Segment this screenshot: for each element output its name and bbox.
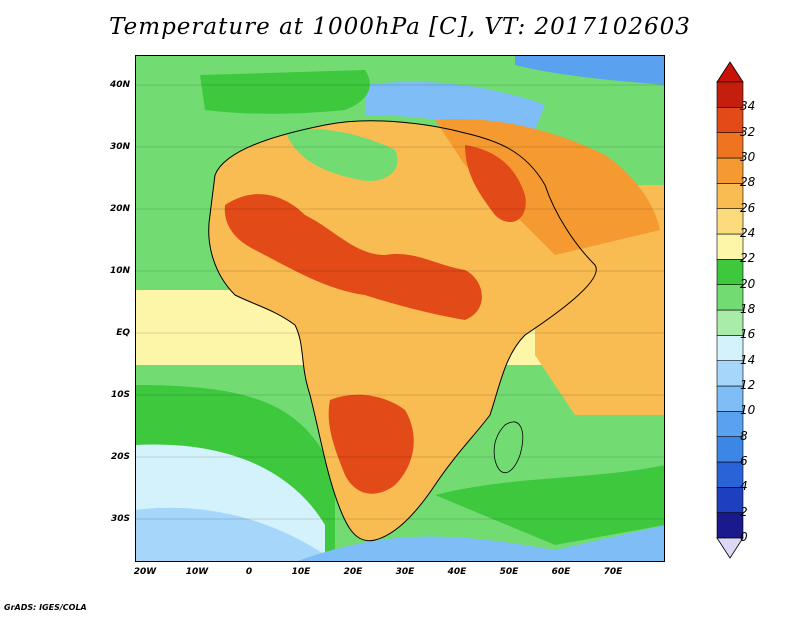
colorbar-level-label: 16 [740, 327, 756, 342]
colorbar-level-label: 18 [740, 302, 756, 316]
north-cold-blue [515, 55, 665, 85]
lon-label-70e: 70E [603, 567, 623, 577]
lon-label-30e: 30E [395, 567, 415, 577]
south-atlantic-blue [135, 507, 335, 562]
lat-label-20n: 20N [109, 204, 130, 214]
arabia-land [435, 119, 660, 255]
colorbar-level-label: 34 [740, 99, 756, 114]
colorbar-level-label: 28 [740, 175, 756, 190]
sahel-hot [224, 194, 482, 320]
lon-label-50e: 50E [499, 567, 519, 577]
colorbar-segment [716, 461, 744, 488]
lon-label-40e: 40E [447, 567, 467, 577]
colorbar-segment [716, 81, 744, 108]
lon-label-20w: 20W [133, 567, 157, 577]
mediterranean-blue [365, 81, 545, 130]
southern-ocean-blue [295, 525, 665, 562]
colorbar-level-label: 2 [740, 504, 748, 519]
colorbar-segment [716, 436, 744, 463]
lat-label-30n: 30N [109, 142, 130, 152]
coastline [208, 120, 597, 542]
colorbar-level-label: 12 [740, 378, 756, 392]
lat-label-30s: 30S [110, 514, 130, 524]
arabia-hot [465, 145, 526, 223]
graticule [135, 84, 665, 520]
indian-south-green [435, 465, 665, 545]
colorbar-level-label: 6 [740, 454, 748, 468]
colorbar-level-label: 24 [740, 226, 756, 240]
lat-label-40n: 40N [109, 80, 130, 90]
colorbar-segment [716, 487, 744, 513]
colorbar-segment [716, 157, 744, 184]
colorbar-segment [716, 208, 744, 235]
colorbar-level-label: 8 [740, 428, 748, 443]
colorbar-level-label: 30 [740, 150, 756, 164]
colorbar-segment [716, 309, 744, 336]
colorbar-level-label: 32 [740, 124, 756, 139]
colorbar-over-triangle [716, 61, 744, 83]
colorbar [716, 61, 744, 559]
colorbar-under-triangle [716, 537, 744, 559]
grads-credit: GrADS: IGES/COLA [4, 603, 87, 612]
lon-label-20e: 20E [343, 567, 363, 577]
map-frame [135, 55, 665, 562]
lon-label-10w: 10W [185, 567, 209, 577]
colorbar-level-label: 26 [740, 200, 756, 215]
lat-label-10s: 10S [110, 390, 130, 400]
map-title: Temperature at 1000hPa [C], VT: 20171026… [109, 14, 691, 40]
lon-label-60e: 60E [551, 567, 571, 577]
lon-label-0: 0 [245, 567, 253, 577]
maghreb-green [200, 70, 370, 114]
colorbar-level-label: 22 [740, 251, 756, 266]
madagascar-outline [493, 421, 524, 473]
lon-label-10e: 10E [291, 567, 311, 577]
colorbar-segment [716, 411, 744, 437]
temperature-map [135, 55, 665, 562]
lat-label-10n: 10N [109, 266, 130, 276]
colorbar-level-label: 4 [740, 479, 748, 494]
colorbar-segment [716, 385, 744, 412]
colorbar-level-label: 10 [740, 403, 756, 418]
colorbar-segment [716, 284, 744, 311]
lat-label-eq: EQ [116, 328, 130, 338]
colorbar-segment [716, 132, 744, 159]
south-africa-hot [328, 394, 414, 494]
sahara-cool [285, 128, 398, 181]
east-africa-green [539, 385, 561, 450]
lat-label-20s: 20S [110, 452, 130, 462]
colorbar-level-label: 14 [740, 352, 756, 367]
colorbar-level-label: 20 [740, 276, 756, 291]
colorbar-level-label: 0 [740, 530, 748, 544]
